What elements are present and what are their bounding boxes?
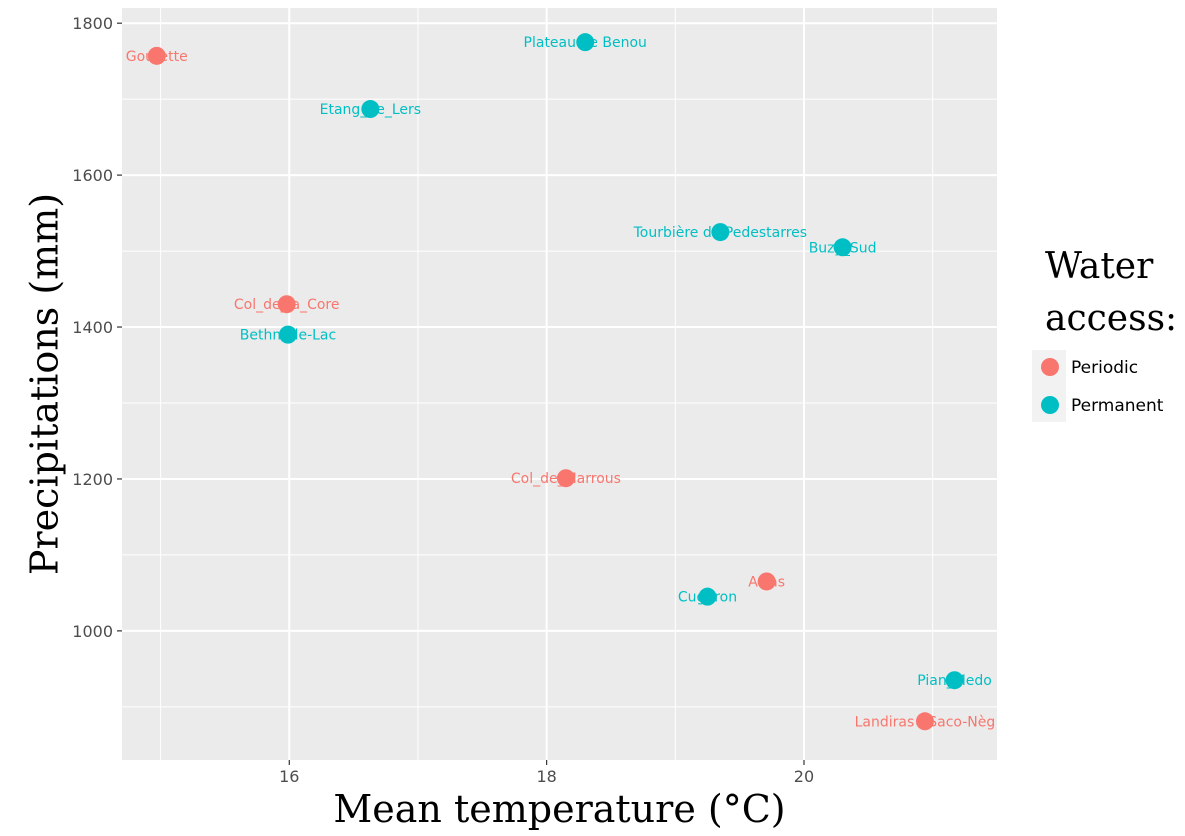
data-point [556,469,575,488]
minor-gridlines [122,8,997,760]
point-label: Arras [748,574,785,590]
y-tick-label: 1800 [72,14,113,33]
y-tick-label: 1000 [72,622,113,641]
legend: Water access: Periodic Permanent [1032,246,1177,422]
data-point [915,712,934,731]
point-label: Bethmale-Lac [240,328,336,344]
point-label: Landiras - Saco-Nèg [855,714,996,730]
plot-panel [122,8,997,760]
data-point [361,100,380,119]
data-point [698,587,717,606]
data-point [278,325,297,344]
point-label: Buzy_Sud [809,240,877,256]
y-tick-label: 1600 [72,166,113,185]
y-axis-title: Precipitations (mm) [22,193,66,575]
x-axis-title: Mean temperature (°C) [333,787,785,831]
data-point [711,223,730,242]
x-tick-label: 16 [279,767,299,786]
legend-label-permanent: Permanent [1071,396,1164,416]
data-point [576,33,595,52]
point-label: Col_de_Marrous [511,471,621,487]
point-label: Cuguron [678,590,737,606]
x-tick-label: 20 [794,767,814,786]
legend-title-line-2: access: [1045,298,1177,339]
legend-dot-periodic [1041,358,1059,376]
point-label: Col_de_la_Core [234,297,340,313]
legend-dot-permanent [1041,396,1059,414]
y-tick-label: 1400 [72,318,113,337]
point-label: Pian_Medo [917,673,992,689]
legend-label-periodic: Periodic [1071,358,1138,378]
point-label: Plateau de Benou [524,35,647,51]
point-label: Tourbière de Pedestarres [633,225,808,241]
y-tick-label: 1200 [72,470,113,489]
point-labels: Gourette Plateau de Benou Etang_de_Lers Tou… [126,35,995,730]
data-points [147,33,964,731]
data-point [757,572,776,591]
x-tick-label: 18 [536,767,556,786]
legend-title-line-1: Water [1045,246,1154,287]
data-point [833,238,852,257]
y-axis-ticks: 1000 1200 1400 1600 1800 [72,14,122,641]
point-label: Etang_de_Lers [320,102,421,118]
x-axis-ticks: 16 18 20 [279,760,814,786]
data-point [147,46,166,65]
data-point [277,295,296,314]
data-point [945,671,964,690]
point-label: Gourette [126,49,188,65]
